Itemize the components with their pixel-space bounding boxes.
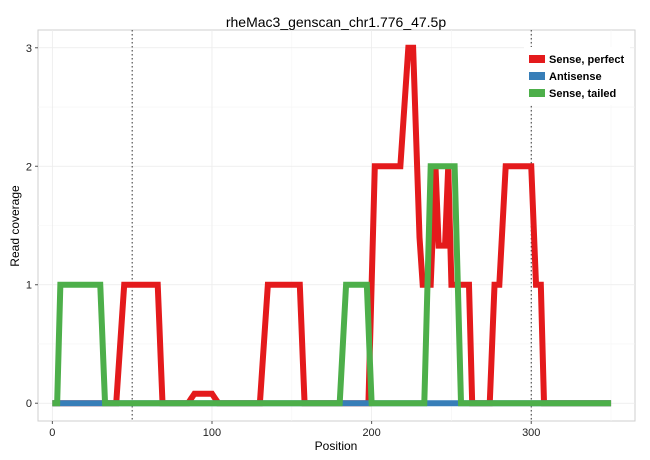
y-tick-label: 3: [26, 43, 32, 55]
y-tick-label: 1: [26, 280, 32, 292]
legend-item-sense-perfect: Sense, perfect: [529, 54, 625, 66]
x-axis-title: Position: [315, 439, 358, 453]
series-lines: [52, 44, 612, 407]
x-tick-label: 0: [49, 427, 55, 439]
legend-item-sense-tailed: Sense, tailed: [529, 88, 616, 100]
legend-key-sense-perfect: [529, 55, 545, 63]
y-tick-label: 2: [26, 161, 32, 173]
x-tick-label: 300: [522, 427, 540, 439]
y-tick-label: 0: [26, 398, 32, 410]
chart-title: rheMac3_genscan_chr1.776_47.5p: [226, 14, 446, 30]
legend-item-antisense: Antisense: [529, 71, 602, 83]
y-axis-ticks: 0 1 2 3: [26, 43, 38, 410]
legend-label-sense-perfect: Sense, perfect: [549, 54, 625, 66]
x-tick-label: 200: [362, 427, 380, 439]
legend-label-antisense: Antisense: [549, 71, 602, 83]
series-line-sense-tailed: [52, 163, 612, 407]
y-axis-title: Read coverage: [8, 185, 22, 267]
x-axis-ticks: 0 100 200 300: [49, 421, 540, 439]
legend: Sense, perfect Antisense Sense, tailed: [524, 47, 630, 105]
legend-key-antisense: [529, 72, 545, 80]
legend-label-sense-tailed: Sense, tailed: [549, 88, 616, 100]
legend-key-sense-tailed: [529, 89, 545, 97]
x-tick-label: 100: [203, 427, 221, 439]
